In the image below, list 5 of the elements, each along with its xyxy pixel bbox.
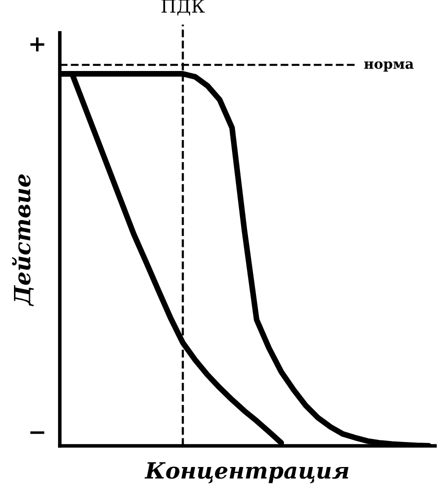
x-axis-title: Концентрация xyxy=(144,462,348,484)
y-axis-title: Действие xyxy=(12,174,34,306)
text: − xyxy=(30,431,44,434)
ref-line-label: норма xyxy=(364,61,414,72)
text: + xyxy=(30,37,44,52)
